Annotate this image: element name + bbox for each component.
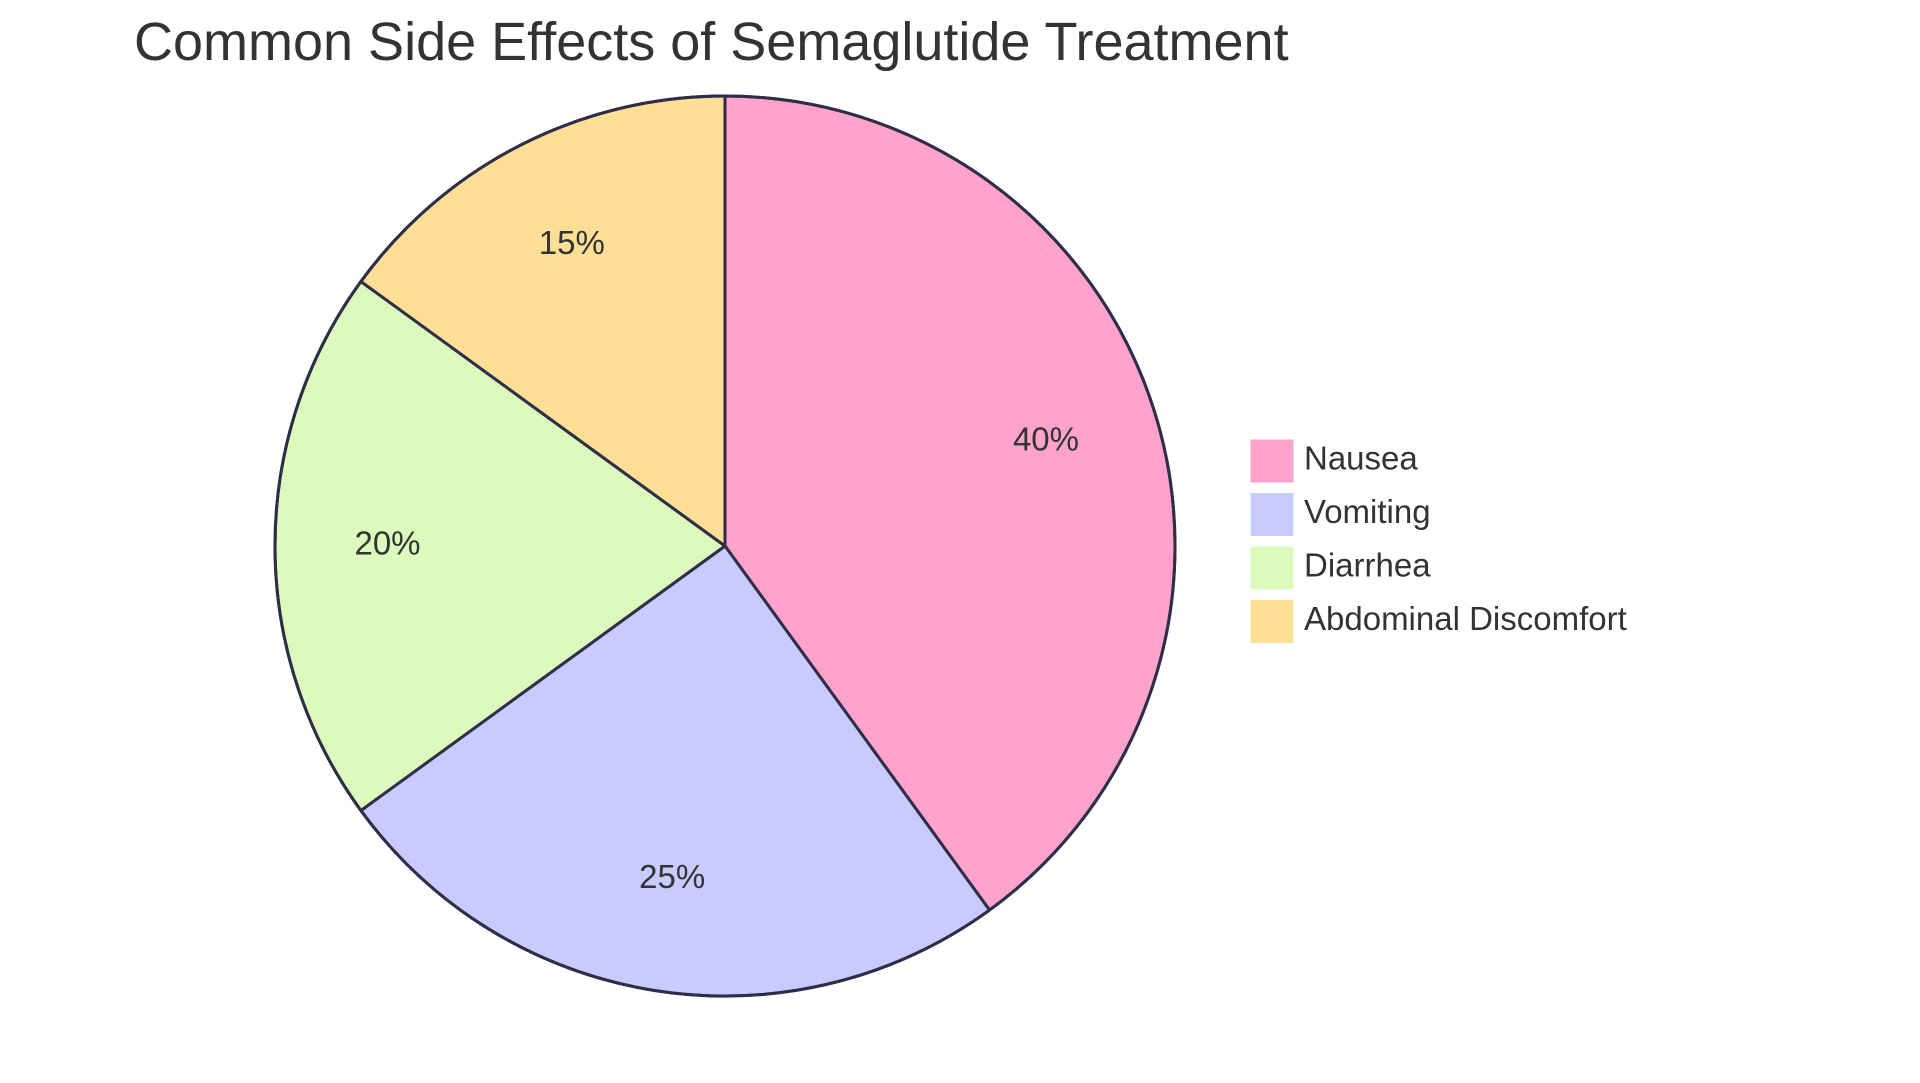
pie-outline (273, 94, 1177, 998)
slice-label-nausea: 40% (1013, 420, 1079, 457)
chart-title: Common Side Effects of Semaglutide Treat… (134, 12, 1289, 72)
slice-label-abdominal-discomfort: 15% (539, 224, 605, 261)
slice-label-vomiting: 25% (639, 858, 705, 895)
legend-swatch-diarrhea (1249, 545, 1295, 591)
legend-swatch-vomiting (1249, 492, 1295, 537)
legend-label-abdominal-discomfort: Abdominal Discomfort (1304, 600, 1627, 637)
legend-label-vomiting: Vomiting (1304, 493, 1431, 530)
pie-slice-labels: 40% 25% 20% 15% (354, 224, 1079, 895)
legend-label-diarrhea: Diarrhea (1304, 547, 1431, 584)
legend-label-nausea: Nausea (1304, 440, 1418, 477)
legend-swatch-abdominal-discomfort (1249, 599, 1295, 644)
legend: Nausea Vomiting Diarrhea Abdominal Discomfo… (1249, 438, 1627, 644)
slice-label-diarrhea: 20% (354, 525, 420, 562)
pie-slices (273, 94, 1177, 998)
legend-swatch-nausea (1249, 438, 1295, 484)
